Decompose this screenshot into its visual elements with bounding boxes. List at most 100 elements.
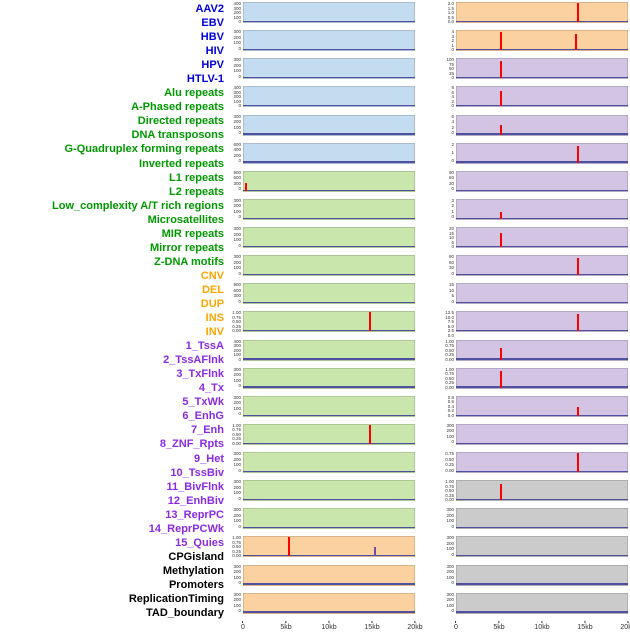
y-axis-ticks-cpgisland: 1.00 0.75 0.50 0.25 0.00 [437,480,456,503]
y-tick-label: 300 [233,254,241,260]
x-tick: 10kb [321,620,337,631]
y-tick-label: 100 [233,518,241,524]
y-tick-label: 0 [238,580,241,585]
track-row-hpv: 300 200 100 0 [224,113,415,143]
row-label-cnv: CNV [200,269,224,282]
y-tick-label: 300 [233,113,241,119]
y-tick-label: 0 [238,608,241,614]
row-label-7-enh: 7_Enh [190,424,224,437]
row-label-dna-transposons: DNA transposons [131,129,225,142]
track-row-g-quadruplex-forming-repeats: 900 600 300 0 [224,283,415,311]
y-tick-label: 900 [233,169,241,175]
row-label-promoters: Promoters [168,578,224,591]
y-tick-label: 2 [451,203,454,209]
track-row-microsatellites: 1.00 0.75 0.50 0.25 0.00 [224,423,415,452]
x-tick-label: 10kb [534,624,550,632]
signal-spike [499,347,502,360]
track-panel-mirror-repeats [243,480,415,502]
y-tick-label: 5 [451,239,454,245]
track-panel-mir-repeats [243,452,415,473]
y-tick-label: 100 [233,237,241,242]
x-tick-label: 0 [454,624,458,632]
track-row-7-enh: 20 15 10 5 0 [437,226,628,255]
track-panel-alu-repeats [243,170,415,192]
y-tick-label: 200 [233,62,241,68]
y-tick-label: 30 [448,265,454,271]
row-label-l1-repeats: L1 repeats [168,171,224,184]
y-tick-label: 0 [238,298,241,304]
plot-column-right: 2.0 1.5 1.0 0.5 0.0 4 3 2 1 0 100 75 50 25 0 8 6 4 2 0 6 4 2 0 2… [437,0,630,632]
x-tick: 5kb [280,620,292,631]
row-label-11-bivflnk: 11_BivFlnk [166,480,224,493]
y-axis-ticks-hiv: 400 300 200 100 0 [224,86,243,108]
track-baseline [243,245,415,247]
y-tick-label: 300 [233,197,241,203]
y-tick-label: 100 [233,490,241,496]
y-tick-label: 1 [451,208,454,214]
track-row-cnv: 1.00 0.75 0.50 0.25 0.00 [224,536,415,564]
y-tick-label: 0 [451,214,454,220]
track-row-ebv: 300 200 100 0 [224,30,415,58]
y-tick-label: 300 [233,226,241,231]
y-tick-label: 60 [448,175,454,181]
track-panel-aav2 [243,2,415,23]
track-panel-low-complexity-a-t-rich-regions [243,395,415,417]
row-label-cpgisland: CPGisland [168,550,224,563]
y-axis-ticks-dup: 300 200 100 0 [224,592,243,614]
y-tick-label: 0.00 [232,328,241,334]
track-row-15-quies: 0.75 0.50 0.25 0.00 [437,451,628,480]
track-panel-hpv [243,114,415,136]
y-tick-label: 200 [233,152,241,158]
y-tick-label: 1.00 [445,338,454,344]
y-tick-label: 600 [233,175,241,181]
row-label-hbv: HBV [200,31,224,44]
track-panel-12-enhbiv [456,367,628,389]
y-tick-label: 200 [233,456,241,462]
track-row-replicationtiming: 300 200 100 0 [437,564,628,593]
y-tick-label: 15 [448,282,454,288]
y-tick-label: 300 [233,507,241,513]
y-tick-label: 10.0 [445,314,454,320]
track-panel-10-tssbiv [456,311,628,333]
y-tick-label: 200 [446,597,454,603]
y-tick-label: 300 [233,293,241,299]
y-tick-label: 0 [238,73,241,79]
y-tick-label: 0.75 [445,343,454,348]
y-tick-label: 400 [233,338,241,344]
y-tick-label: 0.50 [445,375,454,381]
y-tick-label: 2 [451,141,454,147]
y-tick-label: 60 [448,259,454,265]
track-baseline [243,386,415,388]
y-tick-label: 0 [451,186,454,192]
y-axis-ticks-methylation: 300 200 100 0 [437,508,456,529]
y-axis-ticks-replicationtiming: 300 200 100 0 [437,564,456,586]
y-tick-label: 0 [451,298,454,304]
y-tick-label: 0.50 [445,347,454,353]
track-baseline [243,470,415,472]
track-row-12-enhbiv: 1.00 0.75 0.50 0.25 0.00 [437,367,628,396]
track-baseline [456,414,628,416]
y-tick-label: 200 [233,119,241,124]
y-tick-label: 400 [233,1,241,6]
y-tick-label: 0 [451,580,454,585]
row-label-methylation: Methylation [162,564,224,577]
row-label-dup: DUP [200,297,224,310]
y-tick-label: 3 [451,33,454,39]
y-tick-label: 0.00 [445,497,454,503]
track-row-14-reprpcwk: 300 200 100 0 [437,423,628,452]
y-tick-label: 0 [451,47,454,53]
y-tick-label: 200 [233,512,241,518]
track-row-cpgisland: 1.00 0.75 0.50 0.25 0.00 [437,480,628,508]
track-panel-replicationtiming [456,564,628,586]
signal-spike [577,453,580,472]
y-tick-label: 0 [238,411,241,417]
y-tick-label: 0 [238,383,241,389]
y-tick-label: 0.2 [447,408,454,414]
row-label-inverted-repeats: Inverted repeats [139,157,224,170]
y-tick-label: 100 [233,405,241,411]
row-label-mir-repeats: MIR repeats [161,227,224,240]
track-baseline [243,555,415,557]
